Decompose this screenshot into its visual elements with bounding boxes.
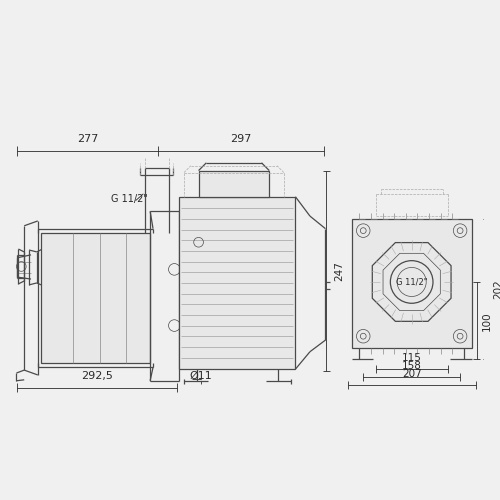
Text: 292,5: 292,5 (82, 371, 114, 381)
Text: 277: 277 (77, 134, 98, 144)
Bar (40, 232, 150, 364)
Text: 247: 247 (334, 261, 344, 281)
Text: 158: 158 (402, 361, 421, 371)
Text: 202: 202 (493, 280, 500, 299)
Bar (179, 196, 296, 369)
Bar (198, 170, 270, 196)
Text: Ø11: Ø11 (189, 371, 212, 381)
Text: G 11/2": G 11/2" (112, 194, 148, 203)
Text: 115: 115 (402, 354, 421, 364)
Bar (352, 219, 472, 348)
Polygon shape (383, 254, 440, 310)
Text: G 11/2": G 11/2" (396, 278, 428, 286)
Text: 297: 297 (230, 134, 252, 144)
Text: 207: 207 (402, 369, 421, 379)
Text: 100: 100 (482, 311, 492, 330)
